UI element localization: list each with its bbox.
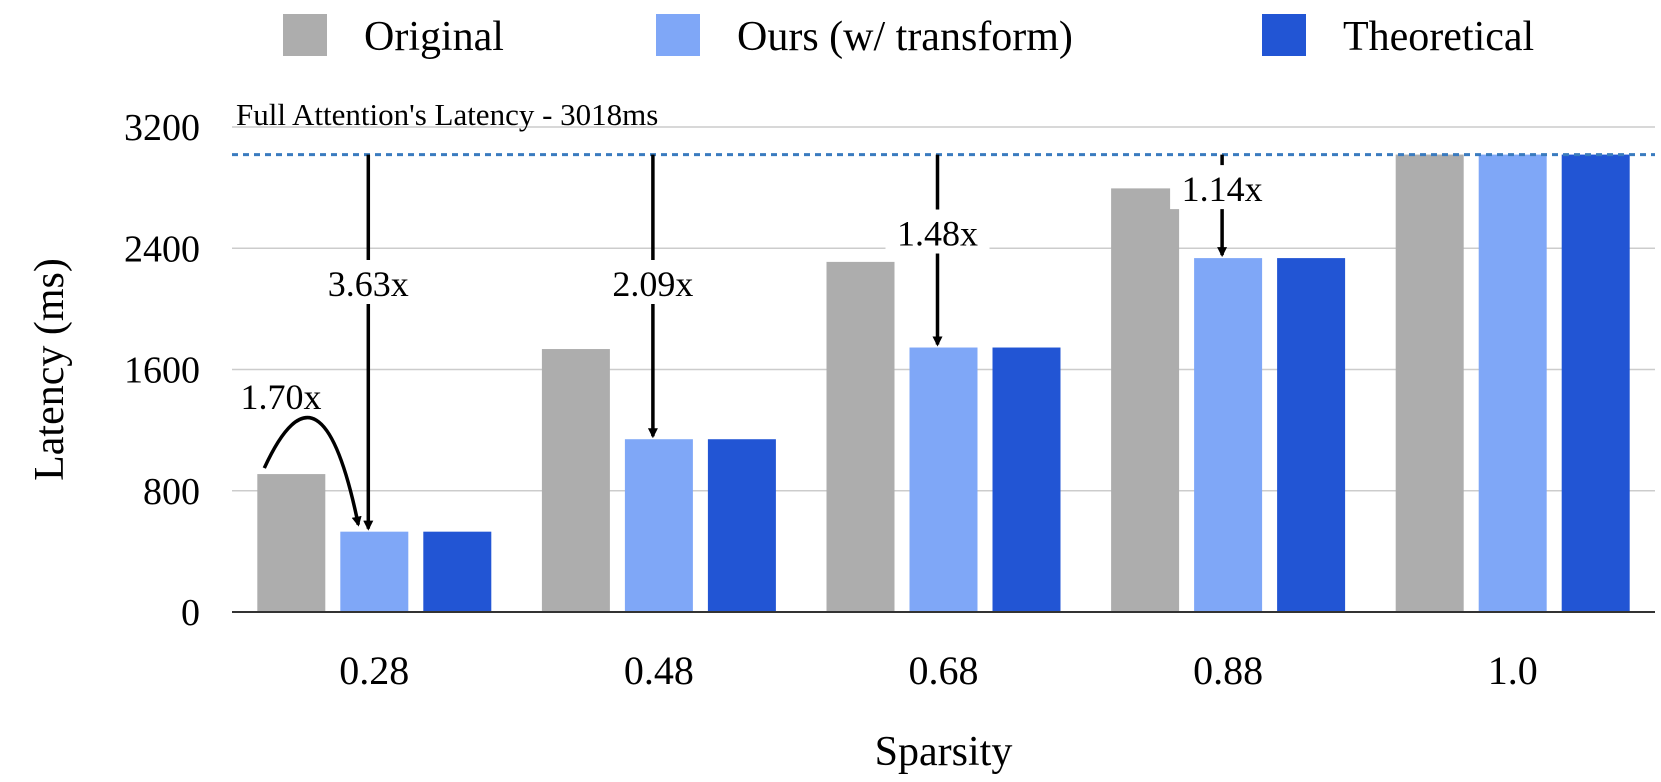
x-tick-label-0-48: 0.48	[624, 648, 694, 693]
speedup-1-70x-label: 1.70x	[241, 377, 322, 417]
bar-original-0-48	[541, 349, 610, 612]
x-tick-label-1-0: 1.0	[1488, 648, 1538, 693]
bar-ours-w-transform-0-88	[1194, 258, 1263, 612]
y-tick-label-3200: 3200	[124, 107, 200, 149]
y-axis-title: Latency (ms)	[27, 258, 73, 481]
legend-swatch-original	[283, 14, 327, 56]
speedup-2-09x-label-background	[600, 260, 705, 304]
legend-swatch-ours-w-transform	[656, 14, 700, 56]
legend-swatch-theoretical	[1262, 14, 1306, 56]
legend-label-theoretical: Theoretical	[1343, 14, 1534, 60]
bar-original-1-0	[1395, 154, 1464, 612]
legend: Original Ours (w/ transform) Theoretical	[283, 14, 1534, 60]
reference-line-label: Full Attention's Latency - 3018ms	[236, 97, 658, 132]
bar-theoretical-1-0	[1561, 154, 1630, 612]
speedup-annotations: 1.70x 3.63x 2.09x 1.48x 1.14x	[241, 154, 1275, 531]
y-tick-label-2400: 2400	[124, 228, 200, 270]
x-tick-label-0-28: 0.28	[339, 648, 409, 693]
bar-original-0-28	[257, 474, 326, 612]
speedup-2-09x-label: 2.09x	[612, 264, 693, 304]
bar-original-0-68	[826, 261, 895, 612]
x-tick-label-0-88: 0.88	[1193, 648, 1263, 693]
bar-original-0-88	[1111, 188, 1180, 612]
legend-label-ours-w-transform: Ours (w/ transform)	[737, 14, 1073, 60]
bar-ours-w-transform-0-28	[340, 531, 409, 612]
x-tick-label-0-68: 0.68	[909, 648, 979, 693]
speedup-1-14x-label-background	[1170, 165, 1275, 210]
bar-ours-w-transform-1-0	[1478, 154, 1547, 612]
bar-ours-w-transform-0-48	[624, 439, 693, 612]
speedup-3-63x-label-background	[316, 260, 421, 304]
speedup-1-48x-label: 1.48x	[897, 214, 978, 254]
speedup-1-14x-label: 1.14x	[1182, 169, 1263, 209]
reference-line: Full Attention's Latency - 3018ms	[232, 97, 1655, 157]
bar-theoretical-0-88	[1277, 258, 1346, 612]
x-axis-title: Sparsity	[875, 729, 1013, 775]
speedup-1-70x-arrow	[262, 416, 362, 527]
speedup-3-63x-label: 3.63x	[328, 264, 409, 304]
y-tick-label-1600: 1600	[124, 350, 200, 392]
bar-theoretical-0-48	[707, 439, 776, 612]
bar-ours-w-transform-0-68	[909, 347, 978, 612]
bars	[257, 154, 1630, 612]
y-tick-label-800: 800	[143, 471, 200, 513]
speedup-1-48x-label-background	[885, 209, 990, 254]
bar-theoretical-0-68	[992, 347, 1061, 612]
y-tick-label-0: 0	[181, 592, 200, 634]
axes: 0 800 1600 2400 3200 0.28 0.48 0.68 0.88 1.0 Spars…	[27, 107, 1655, 775]
bar-theoretical-0-28	[423, 531, 492, 612]
legend-label-original: Original	[364, 14, 504, 60]
